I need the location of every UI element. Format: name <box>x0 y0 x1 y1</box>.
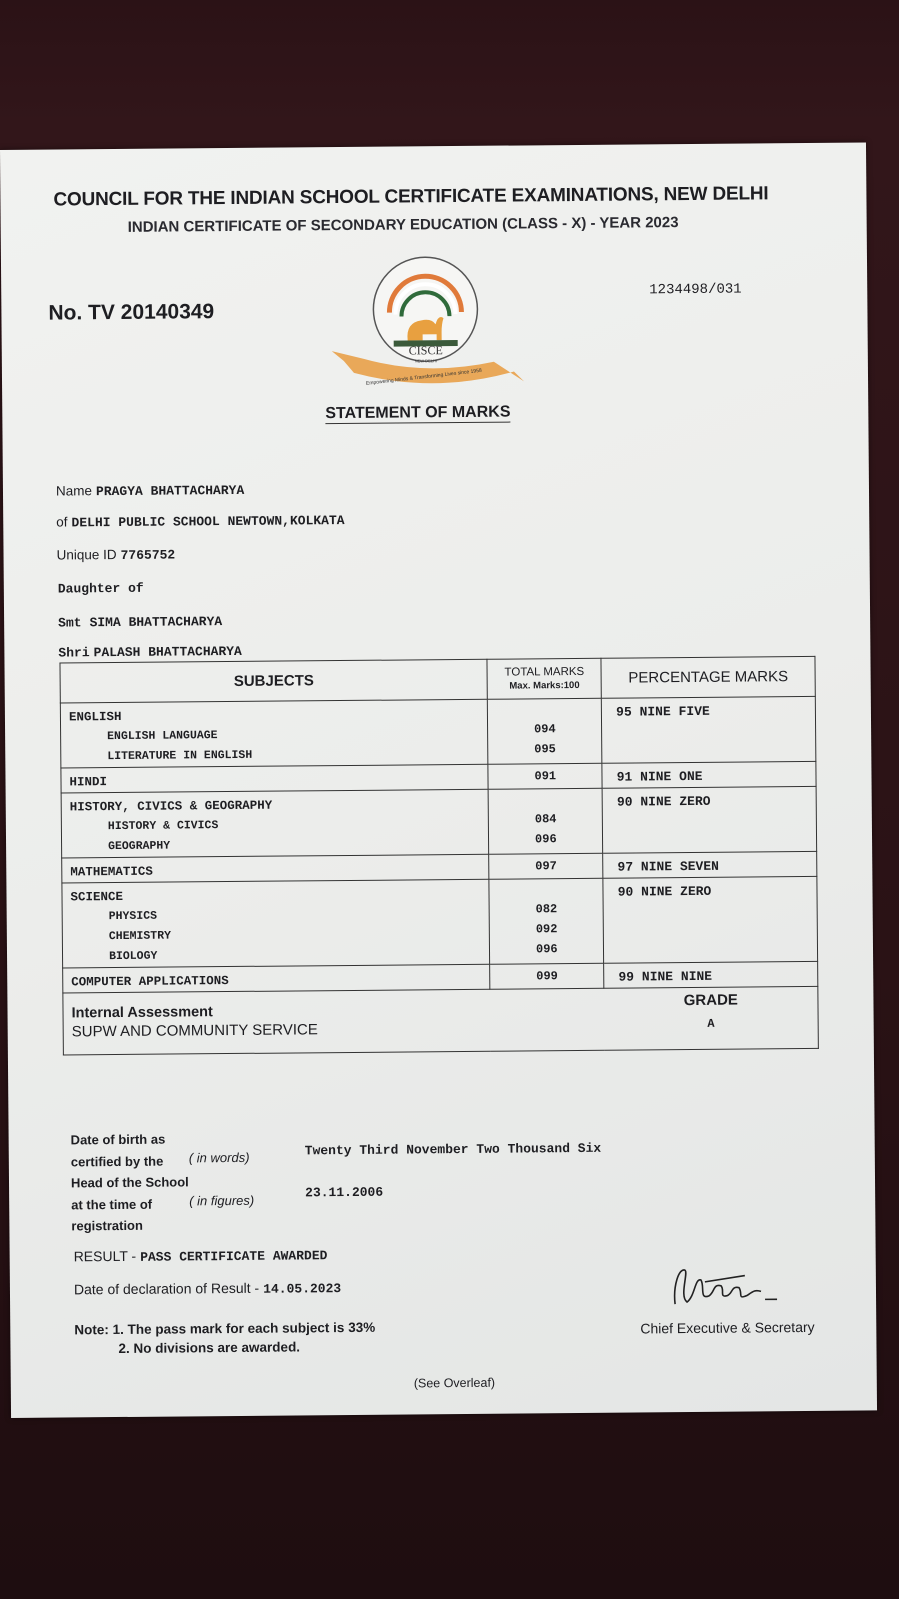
signature <box>673 1269 778 1305</box>
mother-name: SIMA BHATTACHARYA <box>89 614 223 631</box>
result-line: RESULT - PASS CERTIFICATE AWARDED <box>73 1247 328 1265</box>
marks-table: SUBJECTS TOTAL MARKS Max. Marks:100 PERC… <box>59 656 819 1056</box>
logo-subtext: NEW DELHI <box>415 358 437 363</box>
school-name: DELHI PUBLIC SCHOOL NEWTOWN,KOLKATA <box>71 513 345 531</box>
father-name: PALASH BHATTACHARYA <box>93 643 242 661</box>
father-line: Shri PALASH BHATTACHARYA <box>58 643 242 661</box>
uid-line: Unique ID 7765752 <box>56 546 176 563</box>
certificate-number: No. TV 20140349 <box>48 300 215 325</box>
student-name-line: Name PRAGYA BHATTACHARYA <box>55 482 245 500</box>
document-title: STATEMENT OF MARKS <box>325 403 511 425</box>
marks-value: 096 <box>534 832 557 847</box>
logo-text: CISCE <box>409 343 443 357</box>
cisce-logo: CISCE NEW DELHI Empowering Minds & Trans… <box>331 256 525 387</box>
marks-value: 084 <box>534 812 557 827</box>
marks-statement: COUNCIL FOR THE INDIAN SCHOOL CERTIFICAT… <box>0 142 878 1418</box>
marks-value: 099 <box>536 969 558 984</box>
marks-value: 096 <box>535 942 558 957</box>
percentage-value: 99 NINE NINE <box>603 961 818 989</box>
council-title: COUNCIL FOR THE INDIAN SCHOOL CERTIFICAT… <box>53 183 769 211</box>
percentage-value: 97 NINE SEVEN <box>602 851 817 879</box>
internal-assessment-row: Internal Assessment SUPW AND COMMUNITY S… <box>62 986 819 1055</box>
mother-line: Smt SIMA BHATTACHARYA <box>58 614 223 631</box>
dob-words: Twenty Third November Two Thousand Six <box>304 1140 602 1159</box>
dob-label: Date of birth as certified by the Head o… <box>70 1131 189 1234</box>
reference-number: 1234498/031 <box>649 281 742 299</box>
marks-value: 094 <box>533 722 556 737</box>
unique-id: 7765752 <box>120 547 176 563</box>
table-row: HISTORY, CIVICS & GEOGRAPHY HISTORY & CIV… <box>61 786 817 858</box>
signatory-title: Chief Executive & Secretary <box>640 1318 815 1337</box>
percentage-value: 91 NINE ONE <box>602 761 817 789</box>
grade-value: A <box>707 1016 715 1031</box>
table-row: SCIENCE PHYSICS CHEMISTRY BIOLOGY 082 092 096 9… <box>61 876 818 968</box>
table-row: ENGLISH ENGLISH LANGUAGE LITERATURE IN ENG… <box>60 696 816 768</box>
relation-label: Daughter of <box>57 580 144 597</box>
percentage-value: 90 NINE ZERO <box>603 876 818 964</box>
declaration-line: Date of declaration of Result - 14.05.20… <box>73 1279 342 1298</box>
dob-figures: 23.11.2006 <box>305 1184 384 1201</box>
marks-value: 095 <box>534 742 556 757</box>
exam-title: INDIAN CERTIFICATE OF SECONDARY EDUCATIO… <box>127 214 679 236</box>
notes: Note: 1. The pass mark for each subject … <box>74 1319 376 1357</box>
result-value: PASS CERTIFICATE AWARDED <box>140 1248 328 1265</box>
declaration-date: 14.05.2023 <box>263 1281 342 1297</box>
marks-value: 092 <box>535 922 558 937</box>
school-line: of DELHI PUBLIC SCHOOL NEWTOWN,KOLKATA <box>56 513 345 531</box>
marks-value: 082 <box>535 902 558 917</box>
table-header: SUBJECTS TOTAL MARKS Max. Marks:100 PERC… <box>59 656 816 703</box>
percentage-value: 95 NINE FIVE <box>601 696 816 764</box>
marks-value: 091 <box>534 769 557 784</box>
marks-value: 097 <box>535 859 557 874</box>
see-overleaf: (See Overleaf) <box>413 1375 496 1391</box>
student-name: PRAGYA BHATTACHARYA <box>95 482 245 500</box>
percentage-value: 90 NINE ZERO <box>602 786 817 854</box>
